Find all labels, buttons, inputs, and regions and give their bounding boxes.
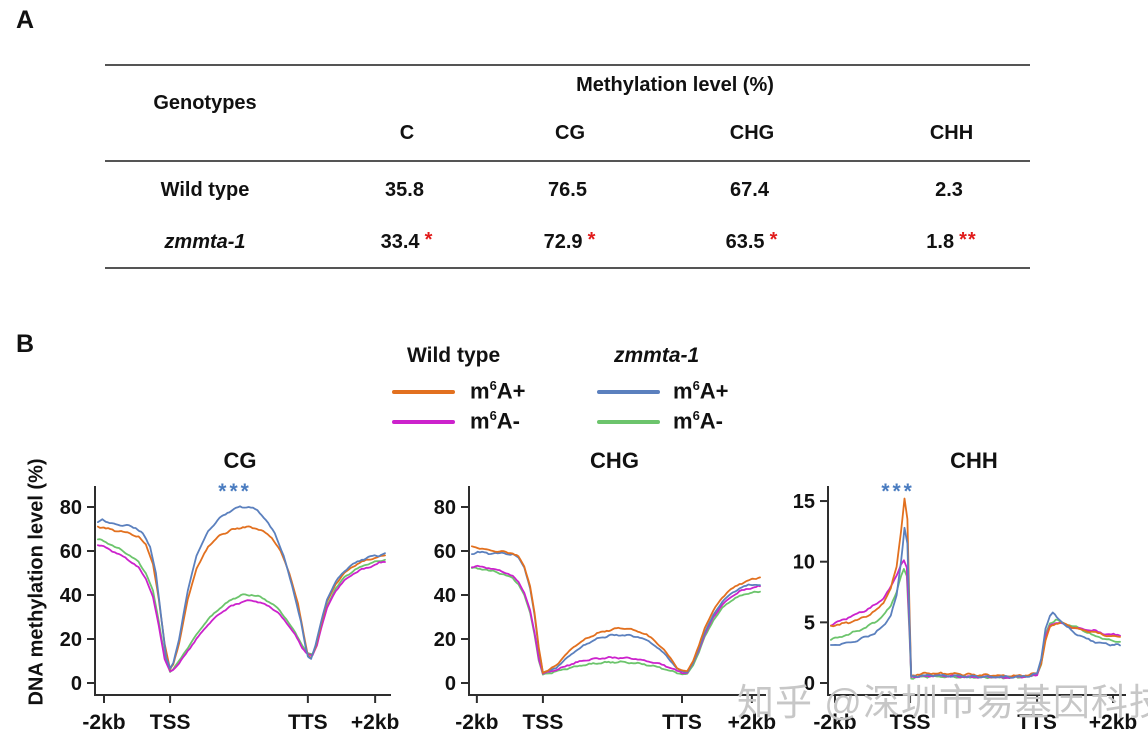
table-cell-wt-c: 35.8 bbox=[305, 179, 509, 202]
label-base: m bbox=[673, 378, 693, 404]
label-superscript: 6 bbox=[489, 408, 497, 423]
table-top-rule bbox=[105, 64, 1030, 66]
label-rest: A- bbox=[699, 408, 724, 434]
table-mid-rule bbox=[105, 160, 1030, 162]
legend-line-wt-m6a-plus bbox=[392, 390, 455, 394]
label-rest: A+ bbox=[699, 378, 729, 404]
svg-text:60: 60 bbox=[60, 541, 82, 563]
methylation-table: Genotypes Methylation level (%) C CG CHG… bbox=[105, 64, 1030, 269]
svg-text:80: 80 bbox=[434, 497, 456, 519]
table-column-header-row: C CG CHG CHH bbox=[105, 122, 1030, 145]
legend-label-wt-m6a-plus: m6A+ bbox=[470, 378, 526, 404]
svg-text:CG: CG bbox=[224, 448, 257, 473]
genotype-zmmta-1: zmmta-1 bbox=[164, 230, 246, 253]
significance-stars: * bbox=[424, 228, 434, 251]
legend-line-mut-m6a-plus bbox=[597, 390, 660, 394]
legend-line-wt-m6a-minus bbox=[392, 420, 455, 424]
svg-text:TTS: TTS bbox=[662, 711, 702, 734]
table-bottom-rule bbox=[105, 267, 1030, 269]
legend-title-zmmta-1: zmmta-1 bbox=[614, 344, 700, 367]
methylation-level-header: Methylation level (%) bbox=[576, 74, 774, 96]
cell-value: 76.5 bbox=[548, 178, 587, 201]
svg-text:0: 0 bbox=[804, 673, 815, 695]
cell-value: 2.3 bbox=[935, 178, 963, 201]
table-cell-mut-chh: 1.8 ** bbox=[873, 228, 1030, 254]
label-superscript: 6 bbox=[692, 378, 700, 393]
svg-text:40: 40 bbox=[60, 585, 82, 607]
significance-stars: * bbox=[587, 228, 597, 251]
legend-label-mut-m6a-plus: m6A+ bbox=[673, 378, 729, 404]
cell-value: 63.5 bbox=[725, 230, 765, 253]
table-cell-mut-c: 33.4 * bbox=[305, 228, 509, 254]
svg-text:+2kb: +2kb bbox=[351, 711, 399, 734]
table-cell-mut-chg: 63.5 * bbox=[631, 228, 873, 254]
chart-cg: 0 20 40 60 80 -2kb TSS TTS +2kb CG *** bbox=[60, 448, 400, 734]
column-header-chg: CHG bbox=[729, 122, 775, 144]
label-base: m bbox=[470, 408, 490, 434]
table-cell-wt-chh: 2.3 bbox=[873, 179, 1030, 202]
svg-text:40: 40 bbox=[434, 585, 456, 607]
table-cell-wt-cg: 76.5 bbox=[509, 179, 631, 202]
legend-label-mut-m6a-minus: m6A- bbox=[673, 408, 723, 434]
cell-value: 1.8 bbox=[926, 230, 955, 253]
svg-text:TSS: TSS bbox=[150, 711, 191, 734]
svg-text:0: 0 bbox=[71, 673, 82, 695]
svg-text:0: 0 bbox=[445, 673, 456, 695]
column-header-chh: CHH bbox=[929, 122, 974, 144]
svg-text:-2kb: -2kb bbox=[813, 711, 856, 734]
legend-label-wt-m6a-minus: m6A- bbox=[470, 408, 520, 434]
watermark: 知乎 @深圳市易基因科技 bbox=[737, 682, 1148, 723]
legend-title-wild-type: Wild type bbox=[407, 344, 501, 367]
table-cell-wt-chg: 67.4 bbox=[631, 179, 873, 202]
panel-b-label: B bbox=[16, 330, 35, 358]
label-base: m bbox=[673, 408, 693, 434]
svg-text:10: 10 bbox=[793, 552, 815, 574]
label-rest: A+ bbox=[496, 378, 526, 404]
svg-text:60: 60 bbox=[434, 541, 456, 563]
svg-text:CHH: CHH bbox=[950, 448, 998, 473]
label-rest: A- bbox=[496, 408, 521, 434]
svg-text:+2kb: +2kb bbox=[728, 711, 776, 734]
genotype-wild-type: Wild type bbox=[160, 178, 250, 201]
cell-value: 72.9 bbox=[543, 230, 583, 253]
svg-text:TSS: TSS bbox=[522, 711, 563, 734]
svg-text:80: 80 bbox=[60, 497, 82, 519]
label-superscript: 6 bbox=[692, 408, 700, 423]
svg-text:TTS: TTS bbox=[288, 711, 328, 734]
significance-stars: ** bbox=[959, 228, 977, 251]
svg-text:TSS: TSS bbox=[890, 711, 931, 734]
cell-value: 35.8 bbox=[385, 178, 424, 201]
svg-text:CHG: CHG bbox=[590, 448, 639, 473]
significance-stars: * bbox=[769, 228, 779, 251]
column-header-cg: CG bbox=[555, 122, 585, 144]
label-superscript: 6 bbox=[489, 378, 497, 393]
svg-text:-2kb: -2kb bbox=[455, 711, 498, 734]
cell-value: 67.4 bbox=[730, 178, 769, 201]
table-row-wild-type: Wild type 35.8 76.5 67.4 2.3 bbox=[105, 164, 1030, 216]
panel-a-label: A bbox=[16, 6, 35, 34]
svg-text:TTS: TTS bbox=[1017, 711, 1057, 734]
cell-value: 33.4 bbox=[380, 230, 420, 253]
table-row-zmmta-1: zmmta-1 33.4 * 72.9 * 63.5 * 1.8 ** bbox=[105, 216, 1030, 268]
svg-text:***: *** bbox=[218, 480, 252, 503]
y-axis-label: DNA methylation level (%) bbox=[25, 458, 48, 706]
label-base: m bbox=[470, 378, 490, 404]
svg-text:20: 20 bbox=[60, 629, 82, 651]
svg-text:-2kb: -2kb bbox=[82, 711, 125, 734]
column-header-empty bbox=[105, 122, 305, 145]
legend-line-mut-m6a-minus bbox=[597, 420, 660, 424]
chart-chh: 0 5 10 15 -2kb TSS TTS +2kb CHH *** bbox=[793, 448, 1137, 734]
svg-text:5: 5 bbox=[804, 612, 815, 634]
column-header-c: C bbox=[399, 122, 415, 144]
svg-text:***: *** bbox=[881, 480, 915, 503]
table-cell-mut-cg: 72.9 * bbox=[509, 228, 631, 254]
genotypes-header: Genotypes bbox=[153, 92, 257, 114]
svg-text:20: 20 bbox=[434, 629, 456, 651]
svg-text:+2kb: +2kb bbox=[1089, 711, 1137, 734]
svg-text:15: 15 bbox=[793, 491, 815, 513]
chart-chg: 0 20 40 60 80 -2kb TSS TTS +2kb CHG bbox=[434, 448, 776, 734]
